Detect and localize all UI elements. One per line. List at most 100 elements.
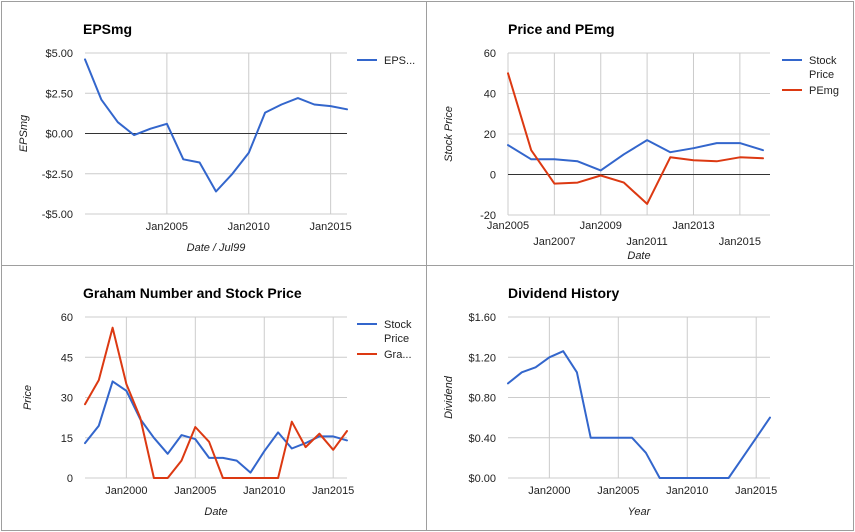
x-tick-label: Jan2009 [580,220,622,232]
y-tick-label: 30 [61,393,73,405]
data-point [333,449,334,450]
data-point [216,191,217,192]
data-point [576,372,577,373]
data-point [222,457,223,458]
chart-svg: Dividend History $1.60 $1.20 $0.80 $0.40 $0.0… [443,285,777,518]
series-line [507,139,764,172]
data-point [531,159,532,160]
y-tick-label: $1.20 [468,352,496,364]
data-point [508,73,509,74]
data-point [549,357,550,358]
chart-svg: EPSmg $5.00 $2.50 $0.00 -$2.50 -$5.00 Jan2005 J… [18,21,415,254]
data-point [181,460,182,461]
data-point [98,425,99,426]
legend-label: PEmg [809,85,839,97]
x-tick-label: Jan2010 [228,221,270,233]
y-tick-label: $0.00 [468,473,496,485]
data-point [739,143,740,144]
data-point [577,182,578,183]
y-tick-label: -$5.00 [42,209,73,221]
data-point [305,443,306,444]
data-point [728,478,729,479]
dividend-chart-panel: Dividend History $1.60 $1.20 $0.80 $0.40 $0.0… [426,265,854,531]
y-tick-label: $0.80 [468,393,496,405]
x-axis-title: Date [627,250,650,262]
data-point [742,457,743,458]
eps-chart-panel: EPSmg $5.00 $2.50 $0.00 -$2.50 -$5.00 Jan2005 J… [1,1,427,266]
data-point [222,478,223,479]
data-point [623,154,624,155]
data-point [632,437,633,438]
legend-label: Stock Price [384,319,412,345]
chart-title: Graham Number and Stock Price [83,285,302,301]
x-tick-label: Jan2007 [533,236,575,248]
data-point [763,158,764,159]
data-point [281,104,282,105]
data-point [265,112,266,113]
data-point [623,182,624,183]
data-point [508,383,509,384]
data-point [126,384,127,385]
data-point [670,157,671,158]
data-point [195,427,196,428]
data-point [716,161,717,162]
y-axis-title: Dividend [443,375,455,419]
data-point [647,203,648,204]
y-tick-label: 45 [61,352,73,364]
data-point [319,433,320,434]
y-axis-title: Price [22,385,34,410]
data-point [563,351,564,352]
data-point [291,421,292,422]
data-point [297,98,298,99]
data-point [250,472,251,473]
data-point [604,437,605,438]
data-point [347,431,348,432]
data-point [181,435,182,436]
x-tick-label: Jan2015 [310,221,352,233]
y-axis-title: EPSmg [18,114,30,152]
data-point [209,457,210,458]
y-tick-label: $0.40 [468,433,496,445]
chart-svg: Graham Number and Stock Price 60 45 30 15 0 Ja… [22,285,412,518]
data-point [150,128,151,129]
chart-title: Dividend History [508,285,619,301]
y-tick-label: 20 [484,129,496,141]
data-point [126,390,127,391]
y-tick-label: $2.50 [45,88,73,100]
data-point [330,106,331,107]
y-tick-label: -$2.50 [42,169,73,181]
data-point [314,104,315,105]
data-point [153,478,154,479]
data-point [600,170,601,171]
data-point [134,135,135,136]
data-point [183,159,184,160]
data-point [763,150,764,151]
data-point [264,478,265,479]
data-point [232,173,233,174]
data-point [508,145,509,146]
data-point [618,437,619,438]
data-point [693,148,694,149]
y-tick-label: 60 [61,312,73,324]
x-tick-label: Jan2000 [105,485,147,497]
data-point [250,478,251,479]
data-point [278,478,279,479]
data-point [101,99,102,100]
y-tick-label: 40 [484,89,496,101]
data-point [333,436,334,437]
data-point [770,417,771,418]
data-point [716,143,717,144]
x-tick-label: Jan2013 [672,220,714,232]
data-point [714,478,715,479]
legend-label: Stock Price [809,55,837,81]
data-point [278,432,279,433]
x-tick-label: Jan2015 [719,236,761,248]
data-point [687,478,688,479]
legend-label: EPS... [384,55,415,67]
data-point [195,439,196,440]
data-point [305,447,306,448]
y-tick-label: 0 [490,170,496,182]
x-tick-label: Jan2011 [626,236,667,248]
y-tick-label: 15 [61,433,73,445]
data-point [531,150,532,151]
